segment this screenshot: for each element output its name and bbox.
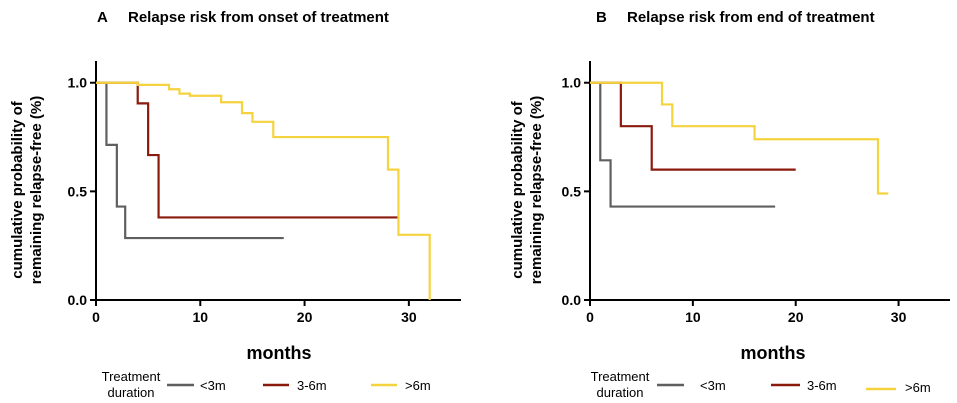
legend-a-label-lt3m: <3m (200, 378, 226, 393)
panel-a-xtick-label: 20 (297, 309, 313, 325)
legend-a-label-3-6m: 3-6m (297, 378, 327, 393)
panel-b-xtick-label: 0 (586, 309, 594, 325)
panel-b-ylabel-line1: cumulative probability of (509, 100, 526, 279)
panel-a-xlabel: months (247, 343, 312, 363)
panel-b-xtick-label: 30 (891, 309, 907, 325)
panel-b-ylabel-line2: remaining relapse-free (%) (528, 96, 545, 284)
panel-b-title: Relapse risk from end of treatment (627, 9, 875, 26)
panel-b-series-gt6m (590, 81, 889, 195)
legend-b: Treatment duration <3m 3-6m >6m (591, 369, 931, 400)
panel-a-xtick-label: 0 (92, 309, 100, 325)
panel-b-ytick-label: 1.0 (562, 75, 582, 91)
legend-a: Treatment duration <3m 3-6m >6m (102, 369, 431, 400)
panel-b: B Relapse risk from end of treatment cum… (509, 9, 950, 363)
legend-b-label-lt3m: <3m (700, 378, 726, 393)
panel-a-ylabel-line2: remaining relapse-free (%) (28, 96, 45, 284)
panel-b-ytick-label: 0.0 (562, 292, 582, 308)
panel-b-series-lt3m (590, 81, 776, 208)
panel-a-series-lt3m (96, 81, 284, 240)
panel-b-xtick-label: 20 (788, 309, 804, 325)
legend-a-title-line1: Treatment (102, 369, 161, 384)
panel-a-ytick-label: 1.0 (68, 75, 88, 91)
panel-letter-b: B (596, 9, 607, 26)
panel-a: A Relapse risk from onset of treatment c… (9, 9, 461, 363)
legend-b-label-gt6m: >6m (905, 380, 931, 395)
panel-a-title: Relapse risk from onset of treatment (128, 9, 389, 26)
panel-a-ylabel-line1: cumulative probability of (9, 100, 26, 279)
legend-a-label-gt6m: >6m (405, 378, 431, 393)
panel-a-series-3-6m (96, 81, 399, 219)
legend-b-title-line2: duration (597, 385, 644, 400)
legend-b-label-3-6m: 3-6m (807, 378, 837, 393)
panel-a-xtick-label: 10 (192, 309, 208, 325)
panel-a-ytick-label: 0.5 (68, 183, 88, 199)
panel-a-ytick-label: 0.0 (68, 292, 88, 308)
panel-a-xtick-label: 30 (401, 309, 417, 325)
panel-b-ytick-label: 0.5 (562, 183, 582, 199)
panel-letter-a: A (97, 9, 108, 26)
panel-b-xlabel: months (741, 343, 806, 363)
panel-b-xtick-label: 10 (685, 309, 701, 325)
panel-a-series-gt6m (96, 81, 431, 300)
legend-b-title-line1: Treatment (591, 369, 650, 384)
legend-a-title-line2: duration (108, 385, 155, 400)
